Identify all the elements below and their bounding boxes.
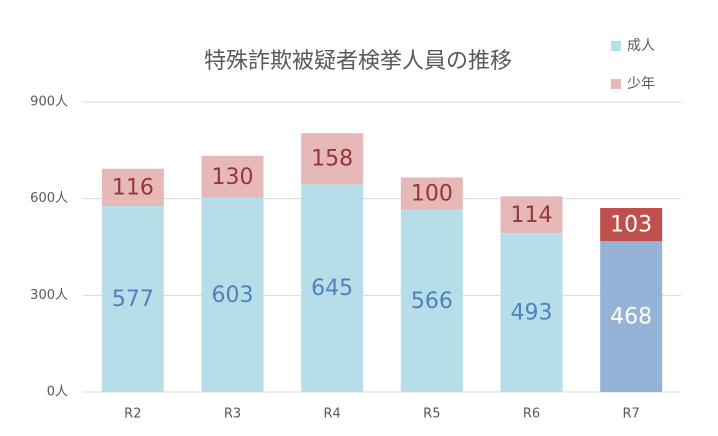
data-label: 100 <box>411 182 453 207</box>
bar-segment <box>301 184 364 392</box>
x-tick-label: R7 <box>623 407 640 422</box>
data-label: 114 <box>511 203 553 228</box>
data-label: 116 <box>112 175 154 200</box>
legend-label: 少年 <box>627 76 655 92</box>
bar-segment <box>400 177 463 210</box>
data-label: 468 <box>610 305 652 330</box>
legend-swatch <box>611 41 621 51</box>
y-tick-label: 600人 <box>30 191 68 206</box>
data-label: 566 <box>411 289 453 314</box>
x-tick-label: R4 <box>324 407 341 422</box>
bar-segment <box>600 208 663 242</box>
bar-segment <box>600 241 663 392</box>
bar-segment <box>301 133 364 185</box>
data-label: 493 <box>511 301 553 326</box>
data-label: 103 <box>610 213 652 238</box>
x-tick-label: R2 <box>124 407 141 422</box>
data-label: 603 <box>212 283 254 308</box>
data-label: 130 <box>212 165 254 190</box>
data-label: 577 <box>112 287 154 312</box>
bar-segment <box>500 196 563 234</box>
data-label: 158 <box>311 147 353 172</box>
y-tick-label: 0人 <box>47 385 68 400</box>
bar-segment <box>500 233 563 392</box>
legend-label: 成人 <box>627 38 655 54</box>
x-tick-label: R6 <box>523 407 540 422</box>
data-label: 645 <box>311 276 353 301</box>
y-tick-label: 300人 <box>30 288 68 303</box>
x-tick-label: R3 <box>224 407 241 422</box>
x-tick-label: R5 <box>423 407 440 422</box>
legend-swatch <box>611 79 621 89</box>
chart-title: 特殊詐欺被疑者検挙人員の推移 <box>204 49 512 74</box>
y-tick-label: 900人 <box>30 95 68 110</box>
bar-segment <box>400 209 463 392</box>
bar-segment <box>101 206 164 392</box>
bar-segment <box>201 155 264 198</box>
bar-segment <box>101 168 164 207</box>
bar-segment <box>201 197 264 392</box>
